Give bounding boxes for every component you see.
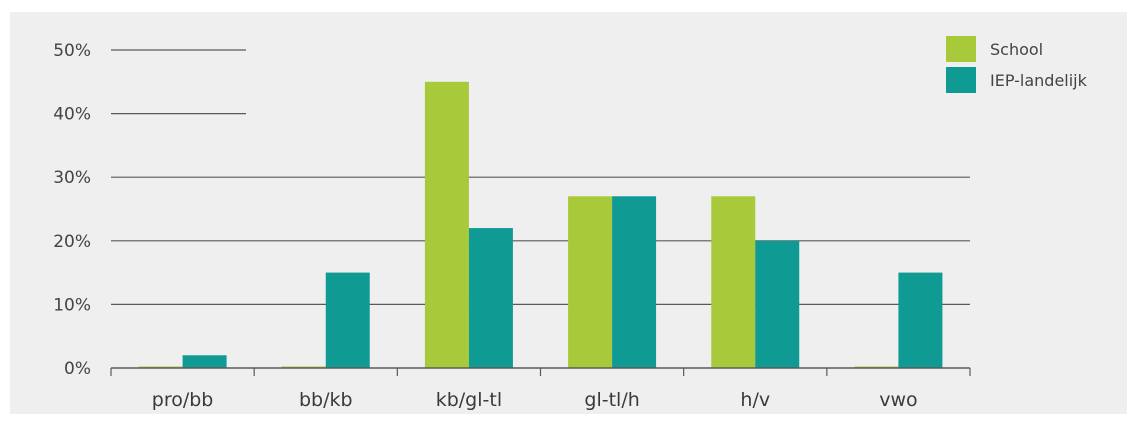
bar xyxy=(325,272,370,368)
x-tick-label: kb/gl-tl xyxy=(436,389,502,411)
x-axis: pro/bb bb/kb kb/gl-tl gl-tl/h h/v vwo xyxy=(110,367,971,411)
bars xyxy=(138,81,943,369)
y-axis-ticks: 0% 10% 20% 30% 40% 50% xyxy=(53,41,91,379)
bar xyxy=(182,355,227,368)
y-tick-label: 50% xyxy=(53,41,91,61)
y-tick-label: 20% xyxy=(53,232,91,252)
bar xyxy=(612,196,657,368)
bar xyxy=(468,228,513,368)
gridlines xyxy=(111,49,970,305)
bar xyxy=(755,240,800,368)
y-tick-label: 0% xyxy=(64,359,91,379)
x-tick-label: pro/bb xyxy=(152,389,214,411)
legend-label: IEP-landelijk xyxy=(990,71,1088,90)
y-tick-label: 40% xyxy=(53,105,91,125)
bar-chart: 0% 10% 20% 30% 40% 50% pro/bb bb/kb kb/gl-tl gl-… xyxy=(53,36,1088,411)
x-tick-label: bb/kb xyxy=(299,389,353,411)
legend-swatch xyxy=(946,67,976,93)
bar xyxy=(568,196,613,368)
bar xyxy=(424,81,469,369)
y-tick-label: 10% xyxy=(53,295,91,315)
chart-container: 0% 10% 20% 30% 40% 50% pro/bb bb/kb kb/gl-tl gl-… xyxy=(10,12,1127,414)
bar xyxy=(711,196,756,368)
legend: School IEP-landelijk xyxy=(946,36,1088,93)
x-tick-label: vwo xyxy=(879,389,917,411)
x-tick-label: h/v xyxy=(740,389,770,411)
legend-label: School xyxy=(990,40,1043,59)
legend-swatch xyxy=(946,36,976,62)
bar xyxy=(898,272,943,368)
y-tick-label: 30% xyxy=(53,168,91,188)
x-tick-label: gl-tl/h xyxy=(584,389,639,411)
